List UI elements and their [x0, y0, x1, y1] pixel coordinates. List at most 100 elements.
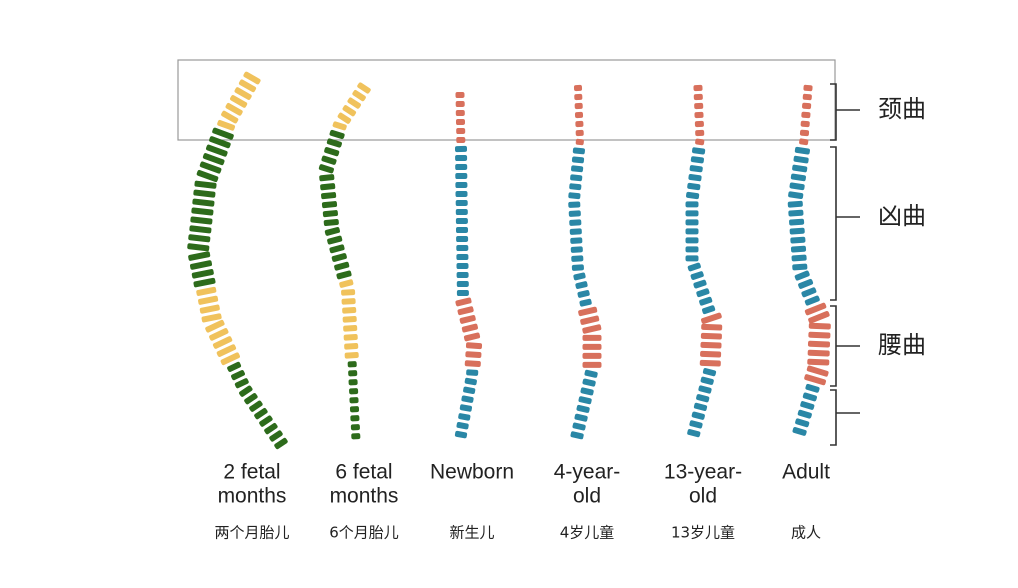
vertebra [456, 271, 469, 279]
vertebra [692, 147, 706, 155]
vertebra [192, 198, 215, 207]
vertebra [334, 261, 350, 271]
vertebra [209, 136, 231, 149]
vertebra [688, 174, 702, 182]
vertebra [685, 246, 699, 253]
vertebra [700, 350, 722, 358]
vertebra [352, 90, 366, 102]
vertebra [227, 361, 242, 372]
vertebra [788, 191, 804, 200]
vertebra [329, 244, 345, 254]
vertebra [578, 306, 598, 317]
vertebra [455, 190, 468, 198]
region-label: 凶曲 [878, 202, 926, 230]
vertebra [321, 192, 337, 200]
vertebra [209, 328, 229, 341]
column-label-zh: 成人 [791, 524, 821, 542]
vertebra [322, 210, 338, 218]
vertebra [205, 319, 225, 333]
vertebra [269, 430, 283, 442]
vertebra [326, 138, 342, 148]
vertebra [187, 243, 210, 252]
vertebra [259, 415, 273, 427]
vertebra [580, 387, 594, 396]
vertebra [264, 422, 278, 435]
vertebra [569, 228, 582, 235]
vertebra [685, 219, 699, 226]
vertebra [249, 400, 263, 412]
vertebra [571, 264, 584, 271]
bracket [830, 389, 860, 446]
vertebra [789, 218, 805, 226]
vertebra [582, 334, 602, 341]
vertebra [793, 155, 809, 164]
vertebra [798, 278, 814, 289]
vertebra [569, 183, 582, 191]
vertebra [690, 271, 704, 280]
region-label: 颈曲 [878, 95, 926, 123]
vertebra [217, 119, 236, 131]
vertebra [696, 288, 710, 298]
vertebra [807, 358, 830, 366]
vertebra [789, 182, 805, 191]
vertebra [802, 392, 817, 402]
vertebra [800, 120, 810, 128]
vertebra [794, 146, 810, 155]
vertebra [348, 379, 358, 386]
vertebra [458, 413, 471, 421]
vertebra [456, 253, 469, 261]
column-label-zh: 4岁儿童 [560, 524, 615, 542]
vertebra [337, 112, 352, 124]
vertebra [243, 71, 261, 85]
vertebra [202, 153, 225, 166]
vertebra [344, 352, 359, 359]
vertebra [804, 295, 820, 306]
column-label: 4-year- [554, 461, 621, 484]
vertebra [693, 93, 703, 101]
vertebra [324, 147, 340, 157]
vertebra [339, 279, 354, 288]
vertebra [701, 312, 722, 324]
vertebra [189, 225, 212, 234]
vertebra [456, 289, 469, 297]
vertebra [577, 290, 590, 298]
vertebra [230, 95, 248, 108]
vertebra [456, 262, 469, 270]
vertebra [579, 298, 592, 307]
vertebra [795, 418, 810, 428]
vertebra [806, 365, 829, 377]
vertebra [694, 102, 704, 110]
vertebra [789, 227, 805, 235]
vertebra [584, 369, 598, 378]
vertebra [463, 386, 476, 395]
vertebra [347, 97, 361, 109]
vertebra [193, 189, 216, 198]
column-label-zh: 6个月胎儿 [329, 524, 399, 542]
vertebra [274, 437, 288, 450]
vertebra [349, 406, 360, 413]
vertebra [582, 352, 602, 359]
vertebra [687, 262, 701, 272]
vertebra [698, 385, 712, 394]
vertebra [695, 129, 705, 137]
vertebra [790, 236, 806, 244]
vertebra [456, 235, 469, 243]
vertebra [702, 368, 717, 377]
bracket [830, 305, 860, 387]
vertebra [332, 121, 347, 131]
vertebra [807, 349, 830, 357]
column-label: old [689, 485, 717, 508]
vertebra [699, 359, 721, 367]
vertebra [699, 296, 713, 306]
vertebra [216, 344, 237, 357]
vertebra [320, 183, 336, 191]
vertebra [570, 237, 583, 244]
vertebra [254, 407, 268, 420]
vertebra [455, 226, 469, 234]
vertebra [350, 415, 360, 422]
vertebra [206, 144, 228, 157]
vertebra [799, 138, 809, 146]
vertebra [188, 251, 211, 261]
vertebra [700, 376, 714, 385]
